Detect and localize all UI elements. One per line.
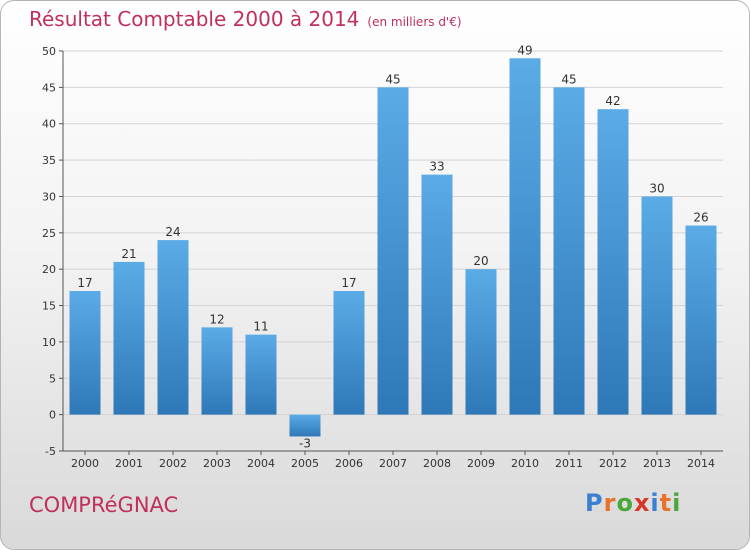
y-tick-label: 20 xyxy=(42,263,56,276)
x-tick-label: 2003 xyxy=(203,457,231,470)
logo-letter: r xyxy=(603,489,617,517)
data-label-2001: 21 xyxy=(121,247,136,261)
x-tick-label: 2012 xyxy=(599,457,627,470)
data-label-2002: 24 xyxy=(165,225,180,239)
bar-2001 xyxy=(113,261,145,415)
data-label-2004: 11 xyxy=(253,320,268,334)
x-tick-label: 2013 xyxy=(643,457,671,470)
data-label-2014: 26 xyxy=(693,211,708,225)
data-labels: 17 21 24 12 11 -3 17 45 33 20 49 45 42 30 26 xyxy=(77,43,708,450)
x-tick-label: 2006 xyxy=(335,457,363,470)
y-tick-label: 30 xyxy=(42,190,56,203)
logo-letter: x xyxy=(633,489,651,517)
y-tick-label: 15 xyxy=(42,300,56,313)
logo-letter: t xyxy=(659,489,673,517)
x-tick-label: 2009 xyxy=(467,457,495,470)
bar-2008 xyxy=(421,174,453,415)
data-label-2006: 17 xyxy=(341,276,356,290)
bar-2010 xyxy=(509,58,541,415)
chart-title: Résultat Comptable 2000 à 2014 xyxy=(29,7,360,31)
chart-subtitle: (en milliers d'€) xyxy=(367,15,462,29)
y-tick-label: 45 xyxy=(42,81,56,94)
data-label-2007: 45 xyxy=(385,72,400,86)
data-label-2011: 45 xyxy=(561,72,576,86)
x-tick-label: 2011 xyxy=(555,457,583,470)
logo-letter: P xyxy=(585,489,604,517)
data-label-2008: 33 xyxy=(429,160,444,174)
logo-letter: i xyxy=(672,489,682,517)
bar-2014 xyxy=(685,225,717,415)
x-tick-label: 2002 xyxy=(159,457,187,470)
proxiti-logo[interactable]: Proxiti xyxy=(585,489,681,517)
x-tick-label: 2010 xyxy=(511,457,539,470)
x-tick-label: 2008 xyxy=(423,457,451,470)
y-tick-label: 40 xyxy=(42,118,56,131)
chart-header: Résultat Comptable 2000 à 2014 (en millie… xyxy=(29,7,462,31)
bar-2004 xyxy=(245,334,277,415)
bar-2006 xyxy=(333,291,365,415)
data-label-2012: 42 xyxy=(605,94,620,108)
bar-2005 xyxy=(289,414,321,437)
bar-2002 xyxy=(157,240,189,415)
data-label-2013: 30 xyxy=(649,181,664,195)
bar-2013 xyxy=(641,196,673,415)
y-tick-label: 50 xyxy=(42,45,56,58)
bar-2003 xyxy=(201,327,233,415)
x-tick-label: 2005 xyxy=(291,457,319,470)
bar-2007 xyxy=(377,87,409,415)
x-tick-label: 2004 xyxy=(247,457,275,470)
bar-2009 xyxy=(465,269,497,415)
y-tick-label: -5 xyxy=(45,445,56,458)
y-tick-label: 25 xyxy=(42,227,56,240)
y-tick-label: 35 xyxy=(42,154,56,167)
bar-2000 xyxy=(69,291,101,415)
bars xyxy=(69,58,717,437)
bar-2011 xyxy=(553,87,585,415)
x-tick-label: 2001 xyxy=(115,457,143,470)
data-label-2010: 49 xyxy=(517,43,532,57)
data-label-2005: -3 xyxy=(299,436,311,450)
x-tick-label: 2014 xyxy=(687,457,715,470)
city-name: COMPRéGNAC xyxy=(29,493,179,517)
y-tick-label: 5 xyxy=(49,372,56,385)
logo-letter: i xyxy=(650,489,660,517)
y-tick-label: 0 xyxy=(49,409,56,422)
data-label-2000: 17 xyxy=(77,276,92,290)
axes: -5 0 5 10 15 20 25 30 35 40 45 50 2000 2001 2002 2003 20… xyxy=(42,45,723,470)
data-label-2009: 20 xyxy=(473,254,488,268)
bar-2012 xyxy=(597,109,629,415)
x-tick-label: 2000 xyxy=(71,457,99,470)
x-tick-label: 2007 xyxy=(379,457,407,470)
y-tick-label: 10 xyxy=(42,336,56,349)
logo-letter: o xyxy=(616,489,634,517)
data-label-2003: 12 xyxy=(209,312,224,326)
